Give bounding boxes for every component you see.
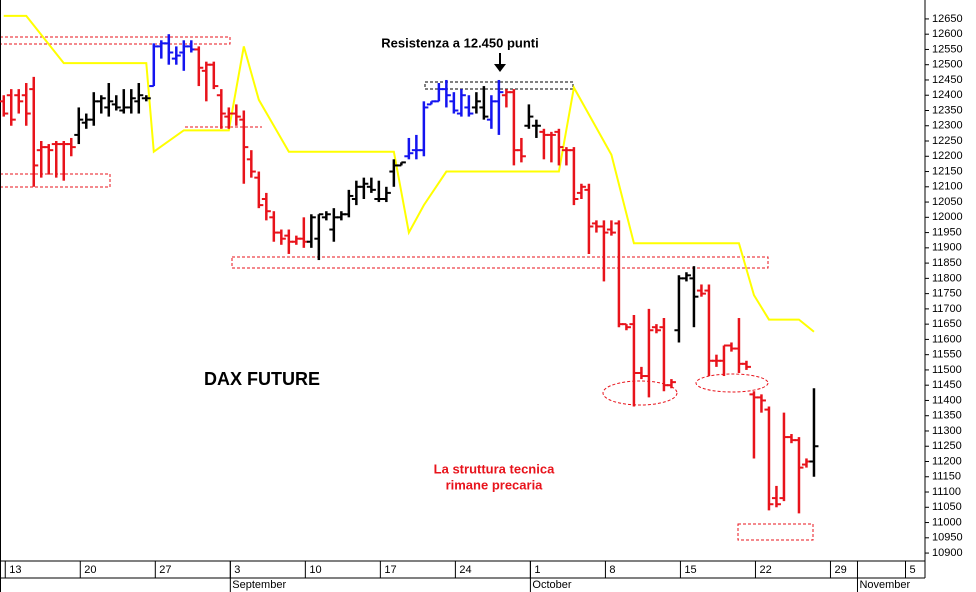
zone <box>737 523 814 541</box>
y-tick-label: 11750 <box>932 288 962 300</box>
y-tick-label: 12400 <box>932 89 963 101</box>
x-tick-label: 22 <box>759 564 771 576</box>
y-tick-label: 12500 <box>932 59 963 71</box>
y-tick-label: 11650 <box>932 318 962 330</box>
x-tick-label: 5 <box>909 564 915 576</box>
y-tick-label: 12300 <box>932 120 963 132</box>
x-tick-label: 10 <box>309 564 321 576</box>
y-tick-label: 12450 <box>932 74 963 86</box>
annotation: Resistenza a 12.450 punti <box>381 35 539 50</box>
x-tick-label: 20 <box>84 564 96 576</box>
x-tick-label: 29 <box>834 564 846 576</box>
y-tick-label: 11450 <box>932 379 962 391</box>
y-tick-label: 12000 <box>932 211 963 223</box>
y-tick-label: 11700 <box>932 303 962 315</box>
y-tick-label: 12550 <box>932 43 963 55</box>
y-tick-label: 12100 <box>932 181 963 193</box>
zone <box>0 36 231 45</box>
y-tick-label: 11350 <box>932 410 962 422</box>
annotation: La struttura tecnica <box>434 461 555 476</box>
y-tick-label: 12650 <box>932 13 963 25</box>
zone <box>0 173 111 188</box>
y-tick-label: 11600 <box>932 333 962 345</box>
y-tick-label: 11500 <box>932 364 962 376</box>
zone <box>231 256 769 269</box>
x-tick-label: 1 <box>534 564 540 576</box>
support-zones <box>0 36 814 541</box>
chart-title: DAX FUTURE <box>204 369 320 389</box>
y-tick-label: 11000 <box>932 516 962 528</box>
y-tick-label: 12050 <box>932 196 963 208</box>
y-tick-label: 11400 <box>932 394 962 406</box>
y-tick-label: 12150 <box>932 165 963 177</box>
zone <box>695 373 769 393</box>
y-tick-label: 11250 <box>932 440 962 452</box>
y-tick-label: 11850 <box>932 257 962 269</box>
month-label: November <box>859 579 910 591</box>
y-tick-label: 11950 <box>932 226 962 238</box>
y-tick-label: 11900 <box>932 242 962 254</box>
y-tick-label: 12600 <box>932 28 963 40</box>
resistance-zone <box>424 81 574 90</box>
y-tick-label: 10900 <box>932 547 963 559</box>
y-tick-label: 11550 <box>932 349 962 361</box>
y-tick-label: 11800 <box>932 272 962 284</box>
y-tick-label: 11300 <box>932 425 962 437</box>
x-tick-label: 27 <box>159 564 171 576</box>
x-tick-label: 8 <box>609 564 615 576</box>
y-tick-label: 11050 <box>932 501 962 513</box>
y-tick-label: 12250 <box>932 135 963 147</box>
month-label: September <box>232 579 286 591</box>
month-label: October <box>532 579 571 591</box>
annotation: rimane precaria <box>446 477 544 492</box>
x-tick-label: 17 <box>384 564 396 576</box>
x-tick-label: 24 <box>459 564 471 576</box>
y-tick-label: 10950 <box>932 532 963 544</box>
y-tick-label: 11200 <box>932 455 962 467</box>
y-tick-label: 12350 <box>932 104 963 116</box>
zone <box>602 380 678 406</box>
y-tick-label: 11150 <box>932 471 961 483</box>
y-tick-label: 11100 <box>932 486 961 498</box>
x-tick-label: 15 <box>684 564 696 576</box>
y-tick-label: 12200 <box>932 150 963 162</box>
trend-line <box>3 14 815 333</box>
x-tick-label: 3 <box>234 564 240 576</box>
x-tick-label: 13 <box>9 564 21 576</box>
arrow-head <box>494 64 506 72</box>
